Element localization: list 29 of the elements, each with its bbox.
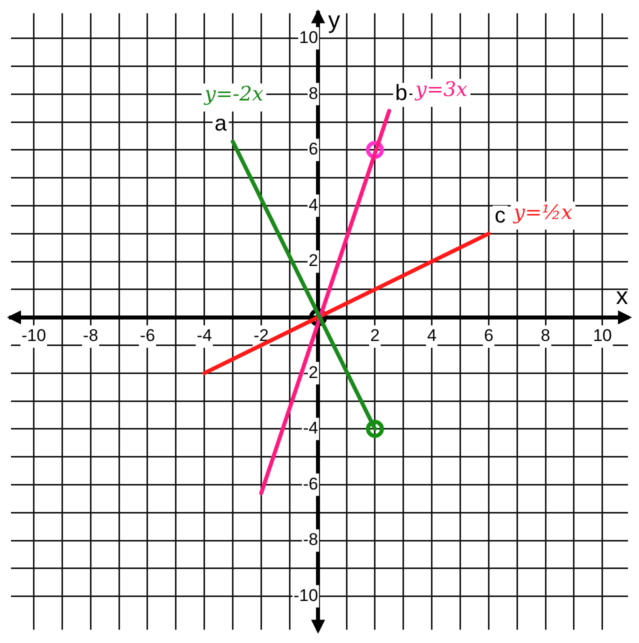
y-tick-label: 10 (299, 28, 318, 47)
x-tick-label: -4 (196, 326, 212, 346)
series-label: b (395, 80, 408, 105)
y-tick-label: -4 (302, 418, 318, 438)
annotation: y=-2x (204, 82, 264, 106)
annotation: y=3x (414, 77, 468, 102)
annotation: y=½x (512, 200, 572, 224)
y-axis-title: y (328, 6, 340, 34)
y-tick-label: 6 (308, 140, 318, 159)
x-tick-label: 10 (592, 326, 612, 346)
x-tick-label: -6 (140, 326, 156, 346)
y-tick-label: 8 (308, 84, 318, 103)
point (366, 420, 384, 438)
x-tick-label: -8 (83, 326, 98, 346)
x-tick-label: 4 (427, 326, 437, 346)
y-tick-label: 2 (308, 251, 318, 270)
x-tick-label: -10 (21, 326, 46, 346)
y-tick-label: 4 (308, 195, 318, 214)
series-label: c (494, 202, 506, 228)
x-tick-label: 6 (484, 326, 494, 346)
x-tick-label: 8 (540, 326, 550, 346)
y-tick-label: -8 (302, 530, 318, 550)
y-tick-label: -2 (302, 362, 318, 382)
y-tick-label: -6 (302, 474, 318, 494)
x-tick-label: -2 (254, 326, 269, 346)
x-axis-title: x (616, 282, 628, 310)
series-label: a (214, 110, 228, 136)
y-tick-label: -10 (294, 586, 318, 606)
x-tick-label: 2 (370, 326, 380, 346)
